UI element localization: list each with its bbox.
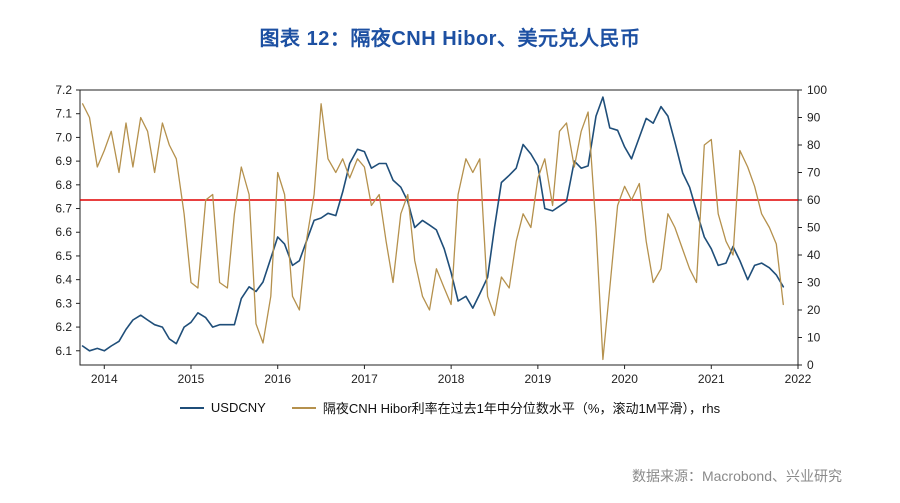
x-axis-tick-label: 2016	[264, 372, 291, 386]
usdcny-line-swatch	[179, 406, 204, 409]
left-axis-tick-label: 7.1	[55, 107, 72, 121]
x-axis-tick-label: 2017	[351, 372, 378, 386]
x-axis-tick-label: 2015	[178, 372, 205, 386]
left-axis-tick-label: 6.2	[55, 320, 72, 334]
chart-title: 图表 12：隔夜CNH Hibor、美元兑人民币	[259, 28, 641, 50]
left-axis-tick-label: 7.2	[55, 83, 72, 97]
right-axis-tick-label: 70	[807, 166, 821, 180]
left-axis-tick-label: 6.1	[55, 344, 72, 358]
right-axis-tick-label: 20	[807, 303, 821, 317]
source-note: 数据来源：Macrobond、兴业研究	[631, 468, 842, 484]
left-axis-tick-label: 6.5	[55, 249, 72, 263]
right-axis-tick-label: 90	[807, 111, 821, 125]
right-axis-tick-label: 50	[807, 221, 821, 235]
x-axis-tick-label: 2022	[785, 372, 812, 386]
x-axis-tick-label: 2019	[525, 372, 552, 386]
left-axis-tick-label: 6.3	[55, 296, 72, 310]
left-axis-tick-label: 6.4	[55, 273, 72, 287]
left-axis-tick-label: 6.7	[55, 202, 72, 216]
right-axis-tick-label: 30	[807, 276, 821, 290]
left-axis-tick-label: 6.8	[55, 178, 72, 192]
right-axis-tick-label: 40	[807, 248, 821, 262]
series-line-usdcny	[81, 96, 785, 352]
legend-label-hibor: 隔夜CNH Hibor利率在过去1年中分位数水平（%，滚动1M平滑），rhs	[322, 401, 721, 416]
right-axis-tick-label: 0	[807, 358, 814, 372]
right-axis-tick-label: 80	[807, 138, 821, 152]
chart-legend: USDCNY 隔夜CNH Hibor利率在过去1年中分位数水平（%，滚动1M平滑…	[0, 398, 900, 417]
legend-item-hibor: 隔夜CNH Hibor利率在过去1年中分位数水平（%，滚动1M平滑），rhs	[291, 398, 721, 417]
right-axis-tick-label: 10	[807, 331, 821, 345]
x-axis-tick-label: 2021	[698, 372, 725, 386]
chart-plot: 7.27.17.06.96.86.76.66.56.46.36.26.11009…	[55, 83, 827, 386]
x-axis-tick-label: 2020	[611, 372, 638, 386]
legend-item-usdcny: USDCNY	[179, 400, 266, 415]
left-axis-tick-label: 7.0	[55, 130, 72, 144]
left-axis-tick-label: 6.6	[55, 225, 72, 239]
legend-label-usdcny: USDCNY	[210, 400, 266, 415]
hibor-line-swatch	[291, 406, 316, 409]
series-line-hibor-percentile	[81, 103, 784, 361]
right-axis-tick-label: 100	[807, 83, 827, 97]
right-axis-tick-label: 60	[807, 193, 821, 207]
x-axis-tick-label: 2014	[91, 372, 118, 386]
left-axis-tick-label: 6.9	[55, 154, 72, 168]
x-axis-tick-label: 2018	[438, 372, 465, 386]
